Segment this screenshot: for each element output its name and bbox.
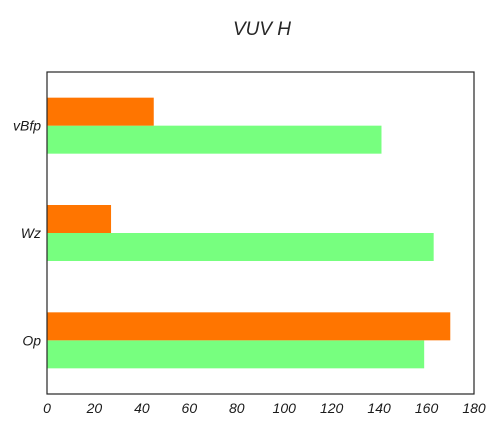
chart-title: VUV H: [233, 19, 291, 40]
bar-Wz-series-2: [47, 205, 112, 233]
bar-Op-series-2: [47, 312, 451, 341]
bar-vBfp-series-2: [47, 97, 154, 126]
y-tick-labels: Op Wz vBfp: [13, 118, 41, 349]
bar-vBfp-series-1: [47, 125, 382, 154]
x-tick-label-140: 140: [367, 400, 391, 416]
bar-Wz-series-1: [47, 233, 434, 261]
y-tick-label-vBfp: vBfp: [13, 118, 41, 134]
x-tick-label-180: 180: [462, 400, 486, 416]
plot-frame: [46, 71, 475, 395]
y-tick-label-Wz: Wz: [21, 225, 41, 241]
x-tick-label-40: 40: [134, 400, 150, 416]
x-tick-label-80: 80: [229, 400, 245, 416]
x-tick-label-100: 100: [273, 400, 297, 416]
bar-Op-series-1: [47, 340, 425, 369]
x-tick-label-0: 0: [43, 400, 51, 416]
x-tick-label-120: 120: [320, 400, 344, 416]
x-tick-label-160: 160: [415, 400, 439, 416]
x-tick-label-60: 60: [182, 400, 198, 416]
x-tick-labels: 0 20 40 60 80 100 120 140 160 180: [43, 400, 486, 416]
y-tick-label-Op: Op: [22, 332, 41, 348]
x-tick-label-20: 20: [86, 400, 103, 416]
bars-layer: [47, 97, 451, 369]
